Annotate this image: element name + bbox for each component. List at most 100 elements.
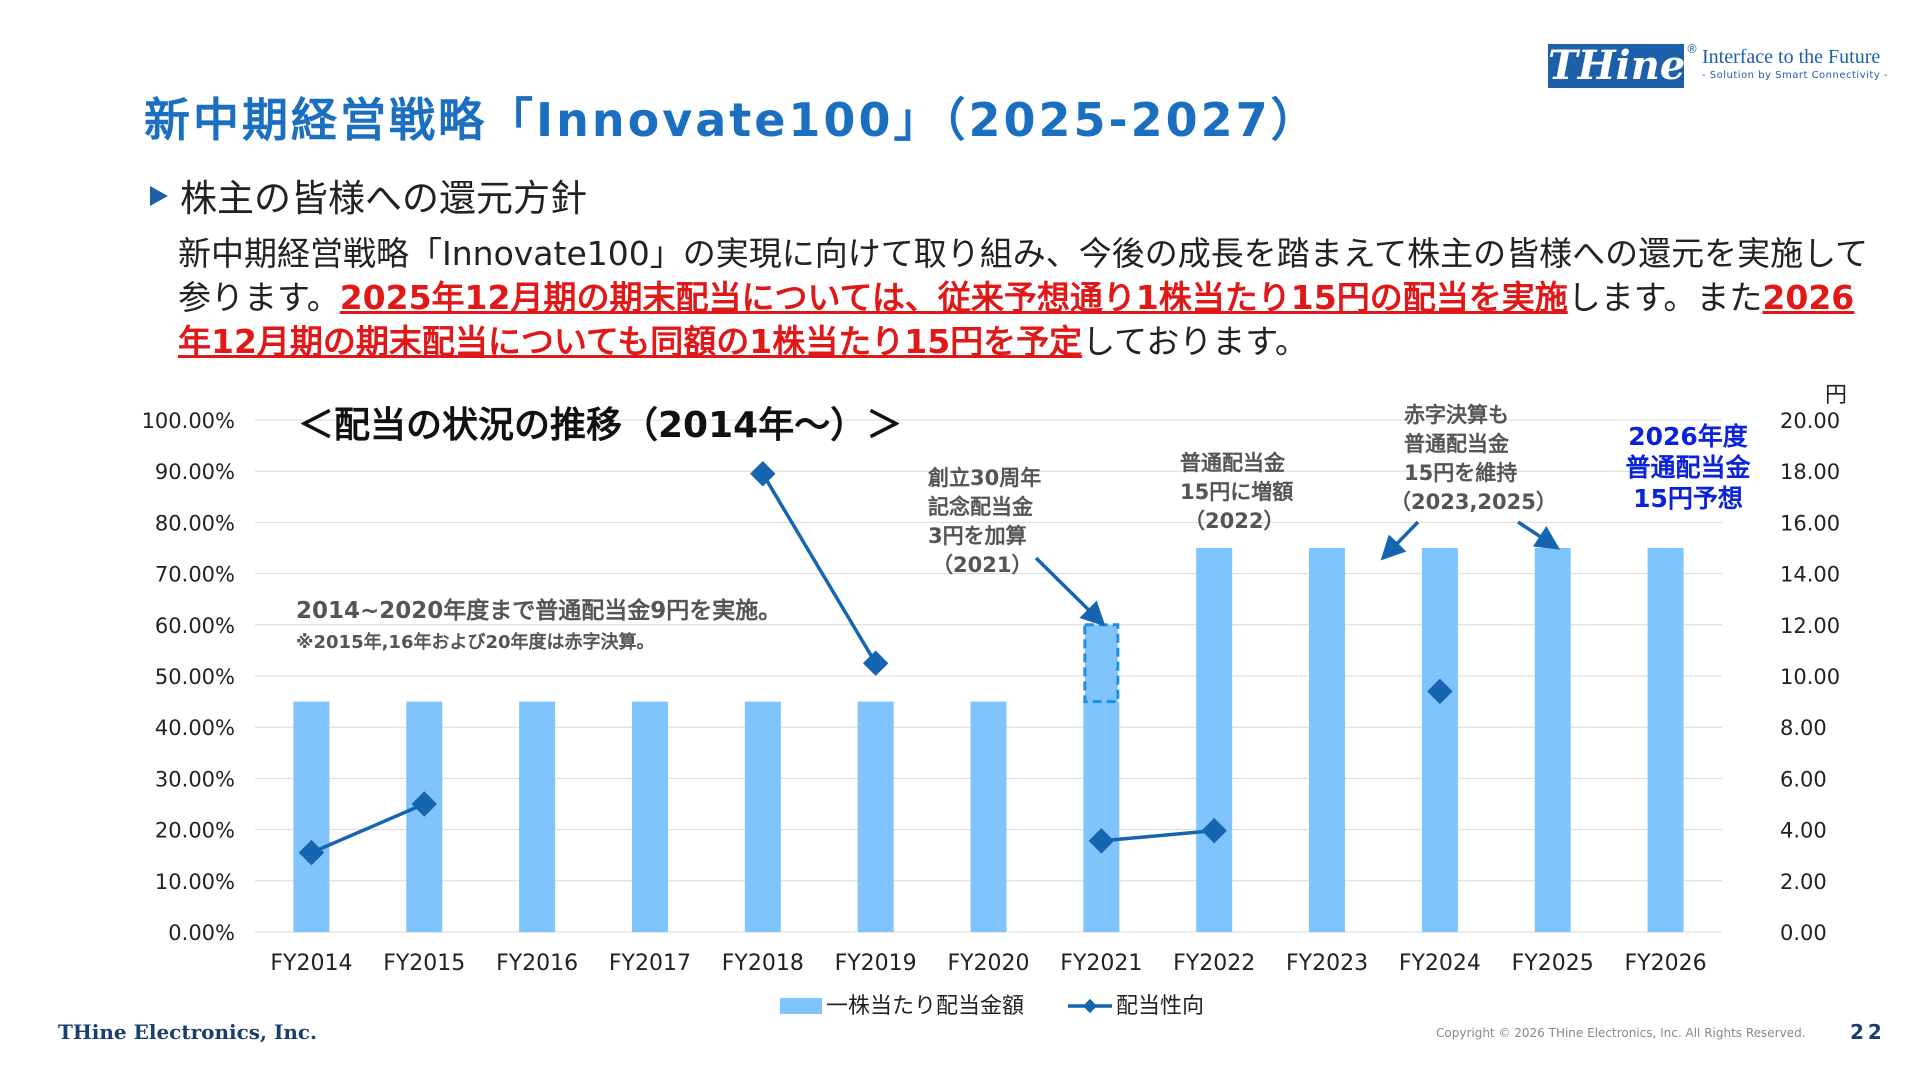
policy-text-part2: します。また [1567, 278, 1763, 317]
annotation-maintain-line2: 普通配当金 [1404, 432, 1510, 456]
payout-marker [750, 461, 776, 487]
bars [293, 548, 1684, 932]
policy-highlight-2025: 2025年12月期の期末配当については、従来予想通り1株当たり15円の配当を実施 [339, 278, 1568, 317]
x-axis-labels: FY2014 FY2015 FY2016 FY2017 FY2018 FY2019 FY20… [270, 951, 1706, 976]
x-tick-label: FY2015 [383, 951, 465, 976]
x-tick-label: FY2016 [496, 951, 578, 976]
annotation-2022-line1: 普通配当金 [1180, 451, 1286, 475]
bar-fy2022 [1196, 548, 1233, 932]
policy-highlight-2026: 2026年12月期の期末配当についても同額の1株当たり15円を予定 [178, 278, 1855, 361]
right-tick-label: 18.00 [1780, 460, 1840, 484]
footer-company: THine Electronics, Inc. [58, 1020, 318, 1044]
policy-text-part3: しております。 [1082, 322, 1308, 361]
x-tick-label: FY2017 [609, 951, 691, 976]
chart-legend: 一株当たり配当金額 配当性向 [780, 994, 1204, 1019]
legend-bar-swatch [780, 998, 822, 1014]
x-tick-label: FY2026 [1625, 951, 1707, 976]
right-tick-label: 14.00 [1780, 563, 1840, 587]
bar-fy2026 [1647, 548, 1684, 932]
right-tick-label: 10.00 [1780, 665, 1840, 689]
right-axis-ticks: 0.00 2.00 4.00 6.00 8.00 10.00 12.00 14.00 16.00… [1780, 409, 1840, 945]
payout-marker [862, 650, 889, 676]
thine-logo: THine [1548, 42, 1686, 89]
forecast-line3: 15円予想 [1633, 484, 1743, 513]
bar-fy2020 [970, 701, 1007, 932]
payout-marker [411, 791, 437, 817]
bar-fy2015 [406, 701, 443, 932]
annotation-maintain-line4: （2023,2025） [1390, 490, 1557, 514]
bar-fy2021 [1083, 701, 1120, 932]
annotation-maintain-line3: 15円を維持 [1404, 461, 1517, 485]
right-tick-label: 0.00 [1780, 921, 1827, 945]
payout-line-segment [1101, 828, 1215, 843]
bar-fy2019 [857, 701, 894, 932]
bar-fy2017 [631, 701, 668, 932]
left-tick-label: 30.00% [155, 767, 235, 791]
tagline: Interface to the Future [1702, 46, 1881, 68]
forecast-line1: 2026年度 [1628, 422, 1748, 451]
registered-mark: ® [1686, 42, 1698, 56]
annotation-30th-line2: 記念配当金 [928, 495, 1034, 519]
payout-marker [298, 839, 325, 866]
left-tick-label: 80.00% [155, 511, 235, 535]
x-tick-label: FY2014 [270, 951, 352, 976]
left-tick-label: 40.00% [155, 716, 235, 740]
annotation-maintain: 赤字決算も 普通配当金 15円を維持 （2023,2025） [1390, 403, 1557, 514]
legend-bar-label: 一株当たり配当金額 [826, 994, 1024, 1019]
left-tick-label: 100.00% [142, 409, 235, 433]
left-tick-label: 20.00% [155, 819, 235, 843]
right-tick-label: 20.00 [1780, 409, 1840, 433]
copyright: Copyright © 2026 THine Electronics, Inc.… [1436, 1026, 1806, 1040]
right-tick-label: 4.00 [1780, 819, 1827, 843]
annotation-2014-2020: 2014~2020年度まで普通配当金9円を実施。 [296, 597, 781, 624]
left-tick-label: 70.00% [155, 563, 235, 587]
left-tick-label: 60.00% [155, 614, 235, 638]
legend-diamond-icon [1082, 998, 1098, 1014]
annotation-30th-line4: （2021） [932, 553, 1032, 577]
x-tick-label: FY2025 [1512, 951, 1594, 976]
tagline-sub: - Solution by Smart Connectivity - [1702, 70, 1889, 81]
bar-commemorative-extra [1083, 623, 1120, 704]
annotation-30th-anniversary: 創立30周年 記念配当金 3円を加算 （2021） [928, 466, 1041, 577]
left-tick-label: 10.00% [155, 870, 235, 894]
arrow-to-fy2021 [1034, 556, 1106, 627]
annotation-2022-line2: 15円に増額 [1180, 480, 1293, 504]
x-tick-label: FY2018 [722, 951, 804, 976]
arrow-to-fy2023 [1380, 520, 1420, 561]
bar-fy2016 [519, 701, 556, 932]
right-tick-label: 12.00 [1780, 614, 1840, 638]
left-tick-label: 90.00% [155, 460, 235, 484]
policy-text: 新中期経営戦略「Innovate100」の実現に向けて取り組み、今後の成長を踏ま… [178, 232, 1878, 364]
bar-fy2018 [744, 701, 781, 932]
triangle-bullet-icon [150, 186, 168, 206]
annotation-30th-line3: 3円を加算 [928, 524, 1027, 548]
page-number: 22 [1850, 1020, 1886, 1044]
bar-fy2023 [1309, 548, 1346, 932]
left-tick-label: 50.00% [155, 665, 235, 689]
annotation-2022-line3: （2022） [1184, 509, 1284, 533]
bar-fy2025 [1534, 548, 1571, 932]
section-heading: 株主の皆様への還元方針 [180, 177, 587, 220]
legend-line-label: 配当性向 [1116, 994, 1204, 1019]
x-tick-label: FY2020 [947, 951, 1029, 976]
left-axis-ticks: 0.00% 10.00% 20.00% 30.00% 40.00% 50.00% 60.00… [142, 409, 235, 945]
annotation-30th-line1: 創立30周年 [928, 466, 1041, 490]
right-tick-label: 6.00 [1780, 767, 1827, 791]
x-tick-label: FY2022 [1173, 951, 1255, 976]
bar-fy2024 [1421, 548, 1458, 932]
x-tick-label: FY2024 [1399, 951, 1481, 976]
right-tick-label: 8.00 [1780, 716, 1827, 740]
bar-fy2014 [293, 701, 330, 932]
right-tick-label: 16.00 [1780, 511, 1840, 535]
forecast-line2: 普通配当金 [1625, 453, 1751, 482]
annotation-2026-forecast: 2026年度 普通配当金 15円予想 [1625, 422, 1751, 513]
annotation-maintain-line1: 赤字決算も [1404, 403, 1509, 427]
annotation-increase-2022: 普通配当金 15円に増額 （2022） [1180, 451, 1293, 533]
x-tick-label: FY2021 [1060, 951, 1142, 976]
chart-title: ＜配当の状況の推移（2014年～）＞ [298, 405, 902, 446]
payout-line-segment [310, 802, 425, 855]
page-title: 新中期経営戦略「Innovate100」（2025-2027） [144, 93, 1320, 147]
x-tick-label: FY2023 [1286, 951, 1368, 976]
arrow-to-fy2025 [1517, 520, 1561, 550]
